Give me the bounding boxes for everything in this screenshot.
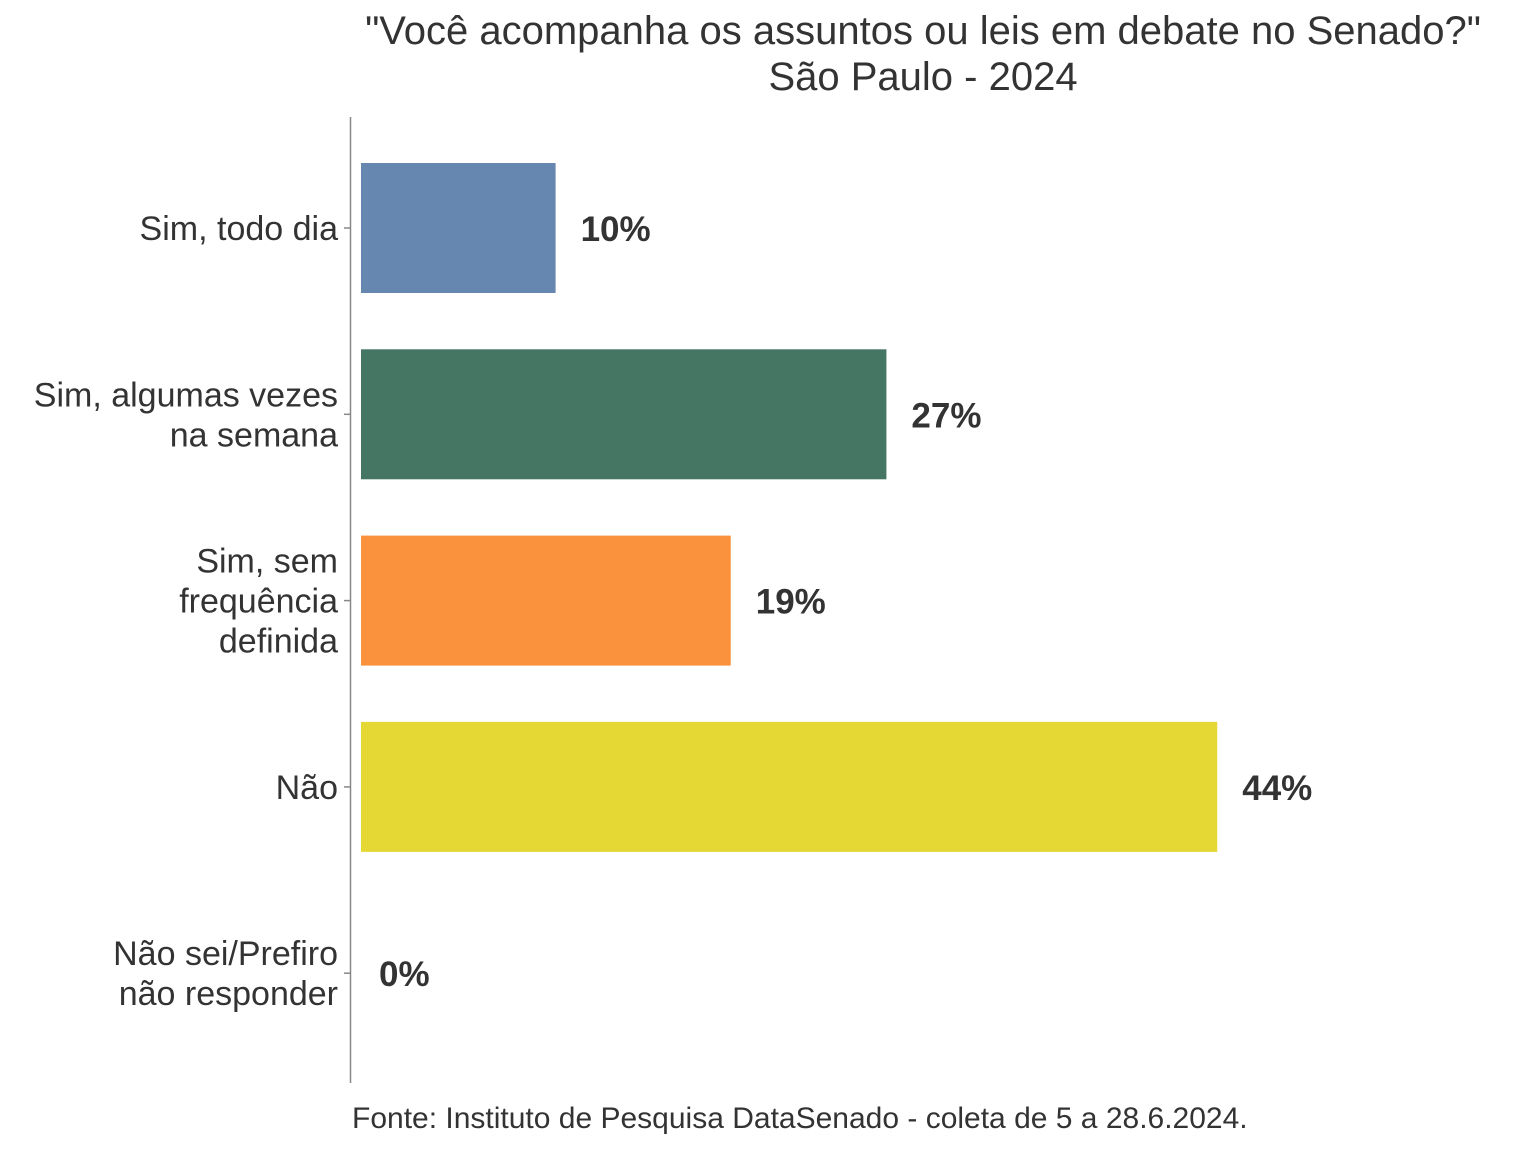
bar: [361, 535, 731, 666]
y-tick-label: Não sei/Prefiro não responder: [113, 935, 338, 1013]
data-label: 44%: [1242, 769, 1312, 808]
chart-subtitle: São Paulo - 2024: [768, 55, 1078, 99]
y-tick-label: Sim, todo dia: [140, 210, 339, 248]
data-label: 27%: [911, 396, 981, 435]
chart-title-main: "Você acompanha os assuntos ou leis em d…: [365, 9, 1481, 53]
data-label: 10%: [581, 210, 651, 249]
y-tick-label: Não: [276, 769, 338, 807]
data-label: 0%: [379, 955, 430, 994]
bar: [361, 349, 887, 480]
y-tick-label: Sim, sem frequência definida: [179, 543, 338, 661]
source-caption: Fonte: Instituto de Pesquisa DataSenado …: [352, 1102, 1248, 1135]
data-label: 19%: [756, 583, 826, 622]
chart-title: "Você acompanha os assuntos ou leis em d…: [310, 8, 1536, 100]
y-tick-label: Sim, algumas vezes na semana: [34, 376, 338, 454]
bar: [361, 163, 556, 293]
bar: [361, 721, 1218, 852]
